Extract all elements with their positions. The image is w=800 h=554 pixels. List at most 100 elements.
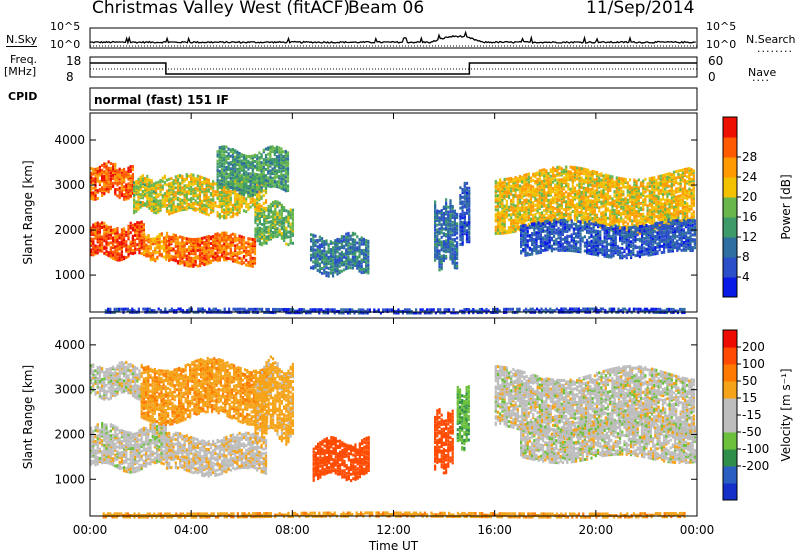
power-cell xyxy=(518,190,522,194)
power-cell xyxy=(127,190,130,194)
power-cell xyxy=(512,187,515,191)
power-cell xyxy=(291,216,294,220)
power-cell xyxy=(334,243,337,247)
power-cell xyxy=(551,196,555,200)
power-cell xyxy=(503,228,506,232)
power-cell xyxy=(156,246,159,250)
power-cell xyxy=(589,199,592,203)
power-cell xyxy=(116,188,119,192)
power-cell xyxy=(316,248,319,252)
power-cell xyxy=(527,175,530,179)
power-cell xyxy=(146,178,149,181)
power-cell xyxy=(521,175,524,179)
power-cell xyxy=(447,245,450,249)
power-cell xyxy=(253,203,257,207)
power-cell xyxy=(137,190,140,194)
power-cell xyxy=(254,229,257,232)
power-cell xyxy=(212,208,215,212)
power-cell xyxy=(521,177,524,181)
power-cell xyxy=(276,203,279,207)
power-cell xyxy=(347,247,350,251)
power-cell xyxy=(116,177,119,181)
power-cell xyxy=(203,188,206,191)
power-cell xyxy=(468,193,471,197)
power-cell xyxy=(154,238,157,242)
power-cell xyxy=(203,259,206,263)
power-cell xyxy=(445,226,448,230)
power-cell xyxy=(203,199,206,202)
power-cell xyxy=(456,266,459,270)
power-cell xyxy=(168,252,171,256)
power-cell xyxy=(225,184,228,188)
power-cell xyxy=(238,236,241,240)
power-cell xyxy=(365,243,368,247)
power-cell xyxy=(321,267,324,270)
power-cell xyxy=(133,190,136,194)
power-cell xyxy=(265,227,268,231)
power-cell xyxy=(540,212,544,216)
power-cell xyxy=(201,199,204,203)
power-cell xyxy=(129,185,132,189)
power-cell xyxy=(218,194,221,198)
power-cell xyxy=(578,214,581,217)
power-cell xyxy=(536,188,539,192)
power-cell xyxy=(600,205,603,209)
power-cell xyxy=(256,201,259,205)
power-cell xyxy=(238,240,241,244)
power-cell xyxy=(101,226,104,229)
power-cell xyxy=(447,216,450,220)
power-cell xyxy=(148,198,151,202)
power-cell xyxy=(325,242,328,246)
power-cell xyxy=(135,200,138,204)
power-cell xyxy=(510,199,513,202)
power-cell xyxy=(138,245,141,248)
power-cell xyxy=(510,176,513,180)
power-cell xyxy=(231,173,235,177)
power-cell xyxy=(261,230,264,234)
power-cell xyxy=(275,159,279,163)
power-cell xyxy=(593,198,596,202)
power-cell xyxy=(367,265,370,269)
power-cell xyxy=(129,251,132,255)
power-cell xyxy=(212,258,215,262)
power-cell xyxy=(510,200,513,204)
power-cell xyxy=(138,251,141,255)
power-cell xyxy=(192,247,195,251)
power-cell xyxy=(256,192,259,195)
power-cell xyxy=(527,193,530,196)
power-cell xyxy=(201,176,204,180)
power-cell xyxy=(459,214,462,218)
power-cell xyxy=(220,253,224,257)
power-cell xyxy=(231,179,235,183)
power-cell xyxy=(98,187,101,191)
power-cell xyxy=(245,254,248,257)
power-cell xyxy=(262,208,265,212)
power-cell xyxy=(94,180,97,184)
power-cell xyxy=(523,211,526,215)
power-cell xyxy=(347,231,350,235)
power-cell xyxy=(264,207,268,211)
power-cell xyxy=(367,250,370,254)
power-cell xyxy=(229,238,232,242)
power-cell xyxy=(264,186,268,190)
power-cell xyxy=(179,207,182,211)
power-cell xyxy=(220,177,224,180)
power-cell xyxy=(118,241,121,245)
power-cell xyxy=(139,185,142,189)
power-cell xyxy=(516,216,519,220)
power-cell xyxy=(229,202,232,206)
power-cell xyxy=(194,208,197,212)
power-cell xyxy=(112,238,115,241)
power-cell xyxy=(163,201,166,205)
power-cell xyxy=(499,224,502,227)
power-cell xyxy=(162,246,166,250)
power-cell xyxy=(451,258,454,262)
power-cell xyxy=(216,259,219,263)
power-cell xyxy=(125,188,128,192)
power-cell xyxy=(494,228,497,232)
power-cell xyxy=(459,197,462,201)
power-cell xyxy=(571,172,574,176)
power-cell xyxy=(340,269,343,273)
power-cell xyxy=(503,179,506,183)
power-cell xyxy=(247,175,250,179)
